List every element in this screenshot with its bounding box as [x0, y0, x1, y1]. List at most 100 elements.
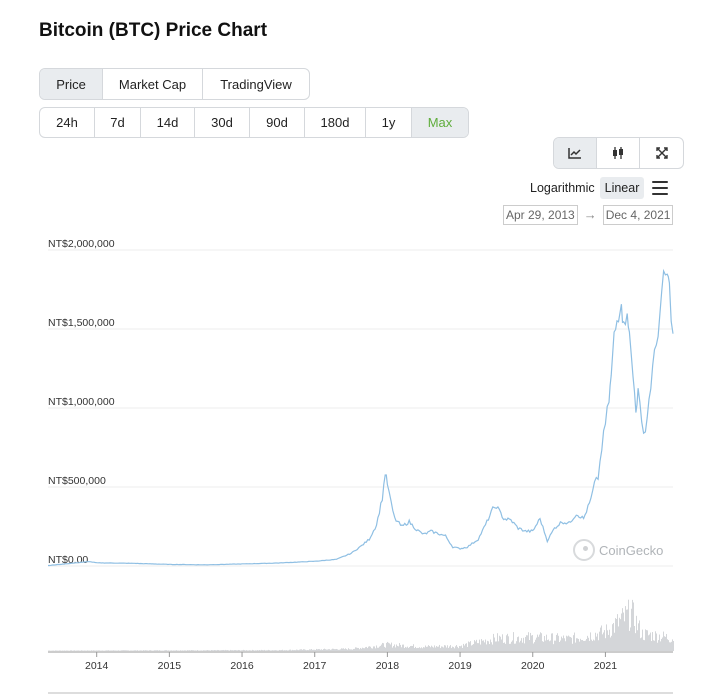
- volume-bar: [671, 641, 672, 651]
- range-7d[interactable]: 7d: [95, 108, 141, 137]
- volume-bar: [661, 638, 662, 651]
- volume-bar: [439, 644, 440, 651]
- volume-bar: [627, 609, 628, 651]
- volume-bar: [471, 645, 472, 651]
- range-1y[interactable]: 1y: [366, 108, 412, 137]
- volume-bar: [124, 650, 125, 651]
- volume-bar: [610, 637, 611, 651]
- x-tick-label: 2020: [521, 660, 545, 672]
- volume-bar: [266, 650, 267, 651]
- volume-bar: [217, 649, 218, 651]
- volume-bar: [191, 650, 192, 651]
- volume-bar: [401, 647, 402, 651]
- volume-bar: [502, 634, 503, 651]
- volume-bar: [424, 647, 425, 651]
- volume-bar: [482, 640, 483, 651]
- volume-bar: [488, 641, 489, 651]
- range-14d[interactable]: 14d: [141, 108, 195, 137]
- volume-bar: [343, 648, 344, 651]
- x-tick-label: 2016: [230, 660, 254, 672]
- volume-bar: [537, 634, 538, 651]
- volume-bar: [244, 650, 245, 651]
- volume-bar: [307, 650, 308, 651]
- volume-bar: [585, 640, 586, 651]
- tab-tradingview[interactable]: TradingView: [220, 76, 292, 92]
- volume-bar: [315, 649, 316, 651]
- volume-bar: [261, 649, 262, 651]
- volume-bar: [347, 649, 348, 651]
- volume-bar: [613, 622, 614, 651]
- volume-bar: [379, 646, 380, 651]
- volume-bar: [518, 636, 519, 651]
- volume-bar: [596, 636, 597, 651]
- volume-bar: [91, 650, 92, 651]
- volume-bar: [658, 640, 659, 651]
- volume-bar: [214, 650, 215, 651]
- volume-bar: [396, 644, 397, 651]
- volume-bar: [107, 650, 108, 651]
- volume-bar: [349, 649, 350, 651]
- date-to-input[interactable]: Dec 4, 2021: [602, 204, 674, 225]
- volume-bar: [572, 643, 573, 651]
- range-90d[interactable]: 90d: [250, 108, 305, 137]
- volume-bar: [165, 650, 166, 651]
- volume-bar: [114, 650, 115, 651]
- volume-bar: [197, 650, 198, 651]
- volume-bar: [171, 650, 172, 651]
- volume-bar: [575, 642, 576, 651]
- x-tick-label: 2015: [158, 660, 182, 672]
- volume-bar: [232, 650, 233, 651]
- volume-bar: [431, 645, 432, 651]
- volume-bar: [425, 645, 426, 651]
- x-tick-label: 2017: [303, 660, 327, 672]
- volume-bar: [398, 646, 399, 651]
- volume-bar: [652, 632, 653, 651]
- coingecko-logo-icon: [573, 539, 595, 561]
- menu-icon[interactable]: [652, 181, 669, 195]
- volume-bar: [607, 630, 608, 651]
- volume-bar: [243, 649, 244, 651]
- volume-bar: [346, 649, 347, 651]
- volume-bar: [78, 650, 79, 651]
- volume-bar: [437, 646, 438, 651]
- range-max[interactable]: Max: [412, 108, 468, 137]
- volume-bar: [543, 641, 544, 651]
- date-from-input[interactable]: Apr 29, 2013: [503, 204, 578, 225]
- candlestick-button[interactable]: [597, 138, 640, 168]
- volume-bar: [213, 650, 214, 651]
- volume-bar: [485, 639, 486, 651]
- volume-bar: [358, 647, 359, 651]
- volume-bar: [269, 650, 270, 651]
- volume-bar: [494, 637, 495, 651]
- volume-bar: [377, 647, 378, 651]
- volume-bar: [149, 650, 150, 651]
- volume-bar: [594, 640, 595, 651]
- volume-bar: [313, 649, 314, 651]
- volume-bar: [414, 648, 415, 651]
- volume-bar: [309, 649, 310, 651]
- volume-bar: [464, 645, 465, 651]
- y-tick-label: NT$1,500,000: [48, 317, 115, 329]
- volume-bar: [271, 650, 272, 651]
- tab-market-cap[interactable]: Market Cap: [103, 69, 203, 99]
- volume-bar: [566, 635, 567, 651]
- volume-bar: [413, 644, 414, 651]
- range-30d[interactable]: 30d: [195, 108, 250, 137]
- volume-bar: [388, 642, 389, 651]
- volume-bar: [506, 635, 507, 651]
- scale-linear[interactable]: Linear: [599, 177, 645, 199]
- volume-bar: [668, 640, 669, 651]
- range-180d[interactable]: 180d: [305, 108, 366, 137]
- volume-bar: [378, 647, 379, 651]
- expand-button[interactable]: [640, 138, 683, 168]
- volume-bar: [571, 637, 572, 651]
- tab-price[interactable]: Price: [40, 69, 103, 99]
- range-24h[interactable]: 24h: [40, 108, 95, 137]
- volume-bar: [583, 640, 584, 651]
- scale-logarithmic[interactable]: Logarithmic: [530, 181, 595, 195]
- volume-bar: [513, 632, 514, 651]
- volume-bar: [432, 646, 433, 651]
- volume-bar: [619, 617, 620, 651]
- line-chart-button[interactable]: [554, 138, 597, 168]
